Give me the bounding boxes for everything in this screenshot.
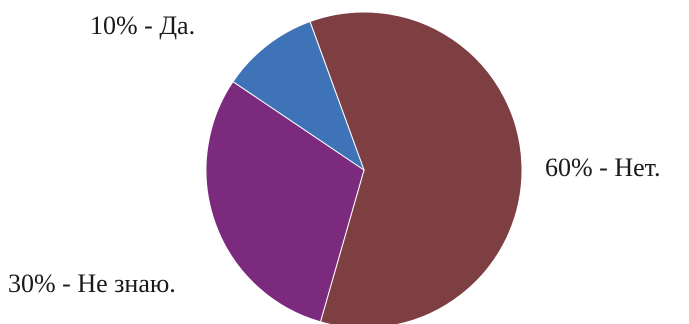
label-dont-know: 30% - Не знаю. bbox=[8, 269, 176, 298]
pie-slices bbox=[205, 11, 523, 324]
pie-slice-yes bbox=[232, 20, 365, 172]
pie-slice-no bbox=[309, 11, 523, 324]
label-yes: 10% - Да. bbox=[90, 11, 195, 40]
pie-slice-dont-know bbox=[205, 80, 365, 323]
label-no: 60% - Нет. bbox=[545, 153, 661, 182]
